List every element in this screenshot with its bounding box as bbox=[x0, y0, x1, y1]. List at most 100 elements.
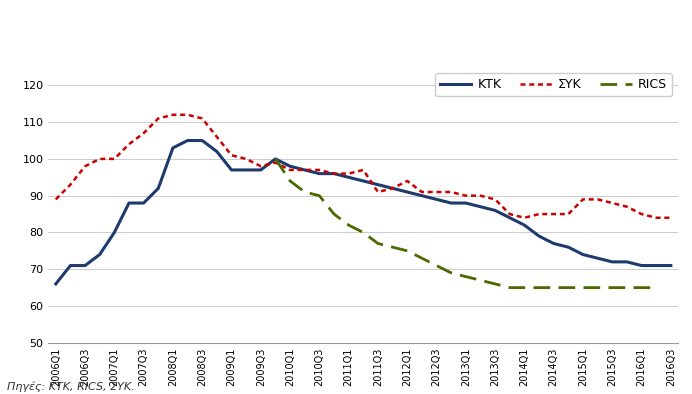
ΣΥΚ bbox=[300, 167, 309, 172]
RICS bbox=[520, 285, 529, 290]
RICS bbox=[506, 285, 514, 290]
ΣΥΚ bbox=[432, 190, 441, 194]
ΣΥΚ bbox=[462, 193, 470, 198]
RICS bbox=[535, 285, 543, 290]
ΚΤΚ bbox=[549, 241, 558, 246]
ΚΤΚ bbox=[316, 171, 324, 176]
Line: ΚΤΚ: ΚΤΚ bbox=[56, 141, 671, 284]
ΣΥΚ bbox=[228, 153, 236, 158]
RICS bbox=[345, 223, 353, 227]
ΚΤΚ bbox=[447, 201, 455, 205]
ΚΤΚ bbox=[666, 263, 675, 268]
ΚΤΚ bbox=[95, 252, 104, 257]
ΣΥΚ bbox=[535, 212, 543, 216]
Line: ΣΥΚ: ΣΥΚ bbox=[56, 115, 671, 218]
ΚΤΚ bbox=[125, 201, 133, 205]
ΚΤΚ bbox=[462, 201, 470, 205]
ΚΤΚ bbox=[388, 186, 397, 191]
ΣΥΚ bbox=[520, 216, 529, 220]
ΣΥΚ bbox=[242, 156, 251, 161]
ΚΤΚ bbox=[579, 252, 587, 257]
ΚΤΚ bbox=[608, 260, 617, 264]
ΣΥΚ bbox=[169, 112, 177, 117]
ΣΥΚ bbox=[623, 204, 631, 209]
ΚΤΚ bbox=[81, 263, 89, 268]
RICS bbox=[432, 263, 441, 268]
Text: Πηγές: ΚΤΚ, RICS, ΣΥΚ.: Πηγές: ΚΤΚ, RICS, ΣΥΚ. bbox=[7, 381, 134, 392]
ΚΤΚ bbox=[403, 190, 411, 194]
RICS bbox=[637, 285, 646, 290]
ΚΤΚ bbox=[637, 263, 646, 268]
ΚΤΚ bbox=[300, 167, 309, 172]
ΚΤΚ bbox=[652, 263, 660, 268]
ΣΥΚ bbox=[110, 156, 118, 161]
ΚΤΚ bbox=[491, 208, 499, 213]
ΚΤΚ bbox=[257, 167, 265, 172]
ΣΥΚ bbox=[447, 190, 455, 194]
RICS bbox=[286, 178, 294, 183]
ΣΥΚ bbox=[125, 142, 133, 147]
ΚΤΚ bbox=[506, 216, 514, 220]
RICS bbox=[300, 190, 309, 194]
ΚΤΚ bbox=[623, 260, 631, 264]
ΚΤΚ bbox=[359, 178, 367, 183]
ΣΥΚ bbox=[637, 212, 646, 216]
RICS bbox=[316, 193, 324, 198]
RICS bbox=[359, 230, 367, 235]
ΣΥΚ bbox=[257, 164, 265, 169]
ΚΤΚ bbox=[476, 204, 484, 209]
RICS bbox=[403, 249, 411, 253]
ΚΤΚ bbox=[271, 156, 280, 161]
Legend: ΚΤΚ, ΣΥΚ, RICS: ΚΤΚ, ΣΥΚ, RICS bbox=[435, 73, 672, 96]
ΚΤΚ bbox=[154, 186, 163, 191]
ΣΥΚ bbox=[594, 197, 602, 202]
ΚΤΚ bbox=[212, 149, 221, 154]
ΣΥΚ bbox=[564, 212, 572, 216]
RICS bbox=[623, 285, 631, 290]
ΣΥΚ bbox=[198, 116, 206, 121]
ΣΥΚ bbox=[359, 167, 367, 172]
ΣΥΚ bbox=[666, 216, 675, 220]
ΣΥΚ bbox=[388, 186, 397, 191]
ΣΥΚ bbox=[95, 156, 104, 161]
ΚΤΚ bbox=[594, 256, 602, 260]
ΣΥΚ bbox=[608, 201, 617, 205]
ΣΥΚ bbox=[345, 171, 353, 176]
ΚΤΚ bbox=[198, 138, 206, 143]
RICS bbox=[447, 271, 455, 275]
RICS bbox=[652, 285, 660, 290]
ΣΥΚ bbox=[476, 193, 484, 198]
RICS bbox=[579, 285, 587, 290]
ΣΥΚ bbox=[330, 171, 338, 176]
RICS bbox=[374, 241, 382, 246]
RICS bbox=[330, 212, 338, 216]
ΣΥΚ bbox=[579, 197, 587, 202]
ΣΥΚ bbox=[286, 167, 294, 172]
ΚΤΚ bbox=[52, 282, 60, 286]
ΣΥΚ bbox=[271, 160, 280, 165]
Text: (2009Q4=100): (2009Q4=100) bbox=[8, 41, 112, 56]
ΣΥΚ bbox=[140, 131, 148, 136]
RICS bbox=[476, 278, 484, 282]
ΚΤΚ bbox=[183, 138, 192, 143]
ΣΥΚ bbox=[81, 164, 89, 169]
Line: RICS: RICS bbox=[275, 159, 656, 288]
ΣΥΚ bbox=[403, 178, 411, 183]
ΣΥΚ bbox=[506, 212, 514, 216]
ΚΤΚ bbox=[535, 234, 543, 238]
ΚΤΚ bbox=[374, 182, 382, 187]
ΣΥΚ bbox=[212, 134, 221, 139]
ΣΥΚ bbox=[652, 216, 660, 220]
ΚΤΚ bbox=[520, 223, 529, 227]
RICS bbox=[271, 156, 280, 161]
ΣΥΚ bbox=[183, 112, 192, 117]
ΣΥΚ bbox=[154, 116, 163, 121]
ΚΤΚ bbox=[286, 164, 294, 169]
RICS bbox=[594, 285, 602, 290]
ΚΤΚ bbox=[345, 175, 353, 180]
ΣΥΚ bbox=[549, 212, 558, 216]
RICS bbox=[549, 285, 558, 290]
ΚΤΚ bbox=[564, 245, 572, 249]
ΣΥΚ bbox=[418, 190, 426, 194]
Text: ΔΙΑΓΡΑΜΜΑ 5  Δείκτες τιμών κατοικιών στην Κύπρο: ΔΙΑΓΡΑΜΜΑ 5 Δείκτες τιμών κατοικιών στην… bbox=[8, 17, 459, 33]
